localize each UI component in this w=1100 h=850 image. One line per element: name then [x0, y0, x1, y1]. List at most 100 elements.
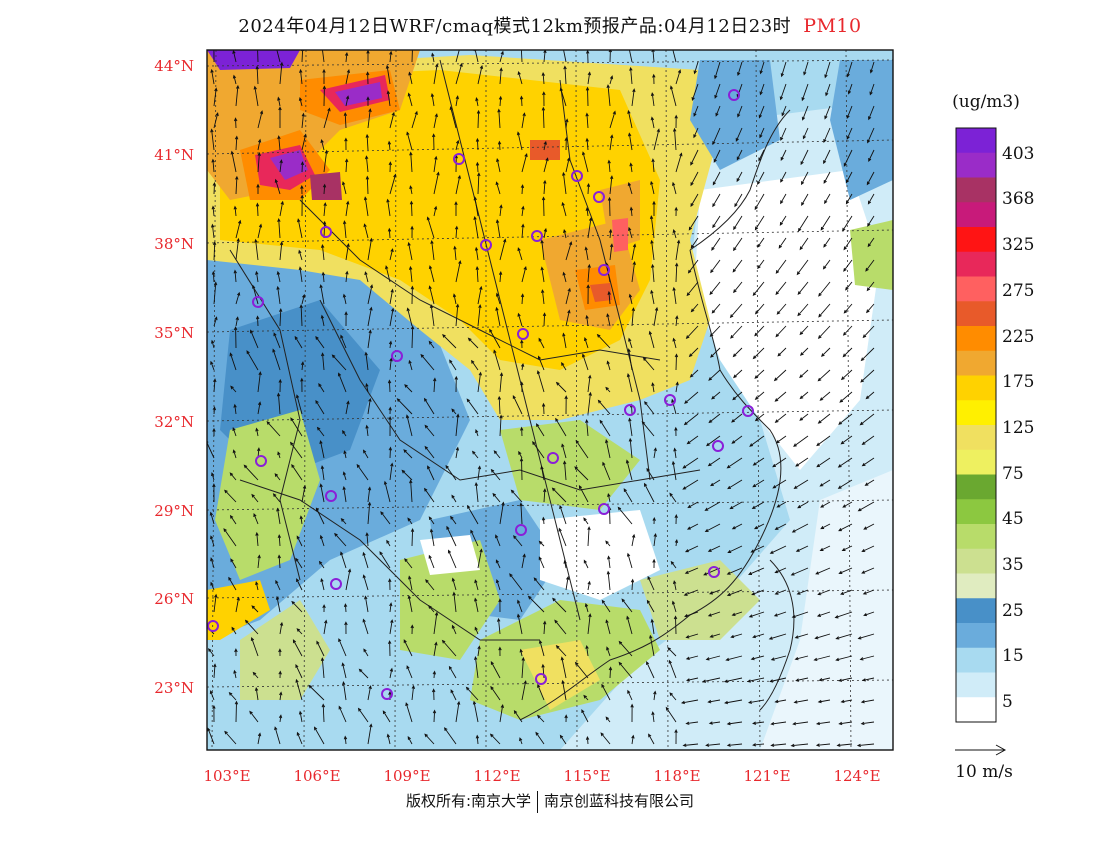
wind-arrow: [770, 721, 787, 726]
wind-arrow: [653, 447, 657, 459]
wind-arrow: [772, 479, 787, 489]
wind-arrow: [674, 426, 678, 437]
wind-arrow: [409, 151, 413, 173]
wind-arrow: [750, 655, 765, 661]
wind-arrow: [543, 157, 549, 173]
wind-arrow: [564, 714, 568, 723]
wind-arrow: [733, 215, 743, 231]
wind-arrow: [407, 92, 413, 107]
wind-arrow: [519, 648, 523, 657]
wind-arrow: [364, 271, 369, 283]
wind-arrow: [649, 634, 655, 657]
wind-arrow: [538, 556, 545, 569]
wind-arrow: [631, 734, 635, 745]
wind-arrow: [800, 149, 809, 166]
wind-arrow: [477, 371, 483, 393]
wind-arrow: [527, 595, 545, 613]
wind-arrow: [687, 259, 699, 274]
wind-arrow: [555, 381, 567, 393]
wind-arrow: [431, 688, 436, 701]
legend-swatch: [956, 375, 996, 401]
wind-arrow: [408, 359, 413, 371]
wind-arrow: [819, 479, 831, 487]
wind-arrow: [517, 71, 523, 85]
wind-arrow: [334, 532, 347, 547]
wind-arrow: [685, 655, 699, 660]
wind-arrow: [773, 611, 787, 617]
wind-arrow: [521, 152, 528, 173]
wind-arrow: [797, 281, 809, 296]
wind-arrow: [291, 600, 303, 613]
wind-arrow: [473, 196, 479, 217]
wind-arrow: [759, 61, 765, 75]
wind-arrow: [824, 193, 831, 205]
wind-arrow: [518, 450, 523, 459]
wind-arrow: [498, 598, 502, 613]
wind-arrow: [857, 501, 875, 512]
wind-arrow: [685, 325, 699, 340]
wind-arrow: [791, 523, 809, 533]
wind-arrow: [490, 685, 501, 701]
wind-arrow: [585, 112, 589, 129]
wind-arrow: [795, 677, 809, 682]
wind-arrow: [424, 445, 435, 459]
wind-arrow: [474, 626, 479, 635]
wind-arrow: [498, 95, 503, 107]
wind-arrow: [320, 465, 325, 481]
wind-arrow: [669, 85, 677, 107]
wind-arrow: [711, 237, 721, 251]
wind-arrow: [841, 545, 853, 551]
wind-arrow: [322, 85, 327, 107]
wind-arrow: [300, 194, 304, 217]
wind-arrow: [455, 139, 460, 151]
wind-arrow: [628, 293, 633, 305]
wind-arrow: [628, 50, 633, 63]
wind-arrow: [331, 354, 347, 371]
wind-arrow: [406, 665, 413, 679]
wind-arrow: [628, 226, 633, 239]
wind-arrow: [405, 414, 413, 437]
wind-arrow: [672, 50, 677, 63]
wind-arrow: [689, 369, 699, 378]
wind-arrow: [780, 193, 787, 205]
wind-arrow: [455, 50, 460, 63]
station-marker: [330, 578, 342, 590]
wind-arrow: [543, 179, 547, 195]
wind-arrow: [495, 181, 501, 195]
wind-scale: 10 m/s: [955, 744, 1013, 782]
wind-arrow: [316, 640, 325, 657]
wind-arrow: [747, 699, 765, 704]
wind-arrow: [277, 534, 282, 547]
wind-arrow: [455, 700, 461, 723]
wind-arrow: [466, 504, 479, 525]
wind-arrow: [300, 184, 304, 195]
wind-arrow: [540, 289, 545, 305]
wind-arrow: [429, 304, 435, 327]
wind-arrow: [517, 247, 523, 261]
wind-arrow: [536, 714, 545, 723]
legend-swatch: [956, 598, 996, 624]
wind-arrow: [820, 523, 831, 530]
wind-arrow: [554, 619, 567, 635]
wind-arrow: [774, 589, 787, 595]
station-marker: [207, 620, 219, 632]
wind-arrow: [725, 655, 743, 662]
wind-arrow: [495, 534, 501, 547]
wind-arrow: [471, 450, 479, 459]
wind-arrow: [338, 705, 347, 723]
wind-arrow: [724, 699, 743, 705]
wind-arrow: [843, 149, 853, 167]
wind-arrow: [559, 734, 567, 745]
wind-arrow: [652, 73, 656, 85]
wind-arrow: [797, 501, 809, 509]
wind-arrow: [732, 347, 743, 358]
wind-arrow: [428, 340, 435, 349]
wind-arrow: [519, 95, 524, 107]
wind-arrow: [279, 159, 283, 173]
wind-arrow: [521, 266, 527, 283]
wind-arrow: [344, 51, 349, 63]
legend-swatch: [956, 425, 996, 451]
wind-arrow: [519, 426, 524, 437]
wind-arrow: [648, 330, 655, 349]
